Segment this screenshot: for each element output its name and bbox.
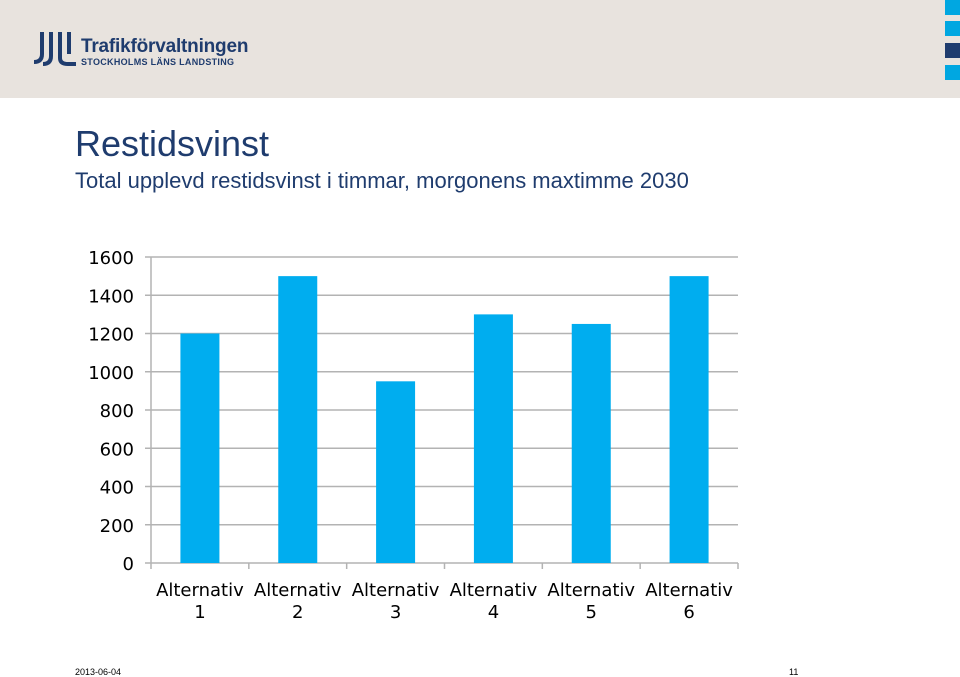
bar bbox=[669, 276, 709, 563]
y-tick-label: 1400 bbox=[88, 286, 134, 307]
bar bbox=[278, 276, 318, 563]
footer-date: 2013-06-04 bbox=[75, 667, 122, 677]
y-tick-label: 200 bbox=[100, 516, 134, 537]
brand-name: Trafikförvaltningen bbox=[81, 36, 249, 57]
x-tick-label: 1 bbox=[194, 602, 205, 623]
y-tick-label: 400 bbox=[100, 478, 134, 499]
y-tick-label: 1600 bbox=[88, 248, 134, 269]
square-1 bbox=[945, 0, 960, 15]
sll-logo-icon bbox=[34, 32, 76, 66]
y-tick-label: 1000 bbox=[88, 363, 134, 384]
header-band: Trafikförvaltningen STOCKHOLMS LÄNS LAND… bbox=[0, 0, 960, 98]
bar bbox=[571, 323, 611, 563]
brand-subtitle: STOCKHOLMS LÄNS LANDSTING bbox=[81, 57, 235, 67]
x-tick-label: Alternativ bbox=[156, 580, 244, 601]
y-tick-label: 600 bbox=[100, 439, 134, 460]
x-tick-label: Alternativ bbox=[450, 580, 538, 601]
slide-subtitle: Total upplevd restidsvinst i timmar, mor… bbox=[75, 168, 689, 193]
x-tick-label: 3 bbox=[390, 602, 401, 623]
x-tick-label: 5 bbox=[586, 602, 597, 623]
bar bbox=[180, 333, 220, 563]
x-tick-label: Alternativ bbox=[254, 580, 342, 601]
bar bbox=[473, 314, 513, 563]
page-number: 11 bbox=[789, 667, 799, 677]
slide-title: Restidsvinst bbox=[75, 123, 270, 164]
x-tick-label: 4 bbox=[488, 602, 499, 623]
x-tick-label: Alternativ bbox=[645, 580, 733, 601]
x-tick-label: 2 bbox=[292, 602, 303, 623]
x-tick-label: Alternativ bbox=[352, 580, 440, 601]
y-tick-label: 800 bbox=[100, 401, 134, 422]
x-tick-label: Alternativ bbox=[547, 580, 635, 601]
y-tick-label: 1200 bbox=[88, 325, 134, 346]
y-tick-label: 0 bbox=[123, 554, 134, 575]
square-3 bbox=[945, 43, 960, 58]
x-tick-label: 6 bbox=[683, 602, 694, 623]
square-2 bbox=[945, 21, 960, 36]
bar bbox=[376, 381, 416, 563]
square-4 bbox=[945, 65, 960, 80]
